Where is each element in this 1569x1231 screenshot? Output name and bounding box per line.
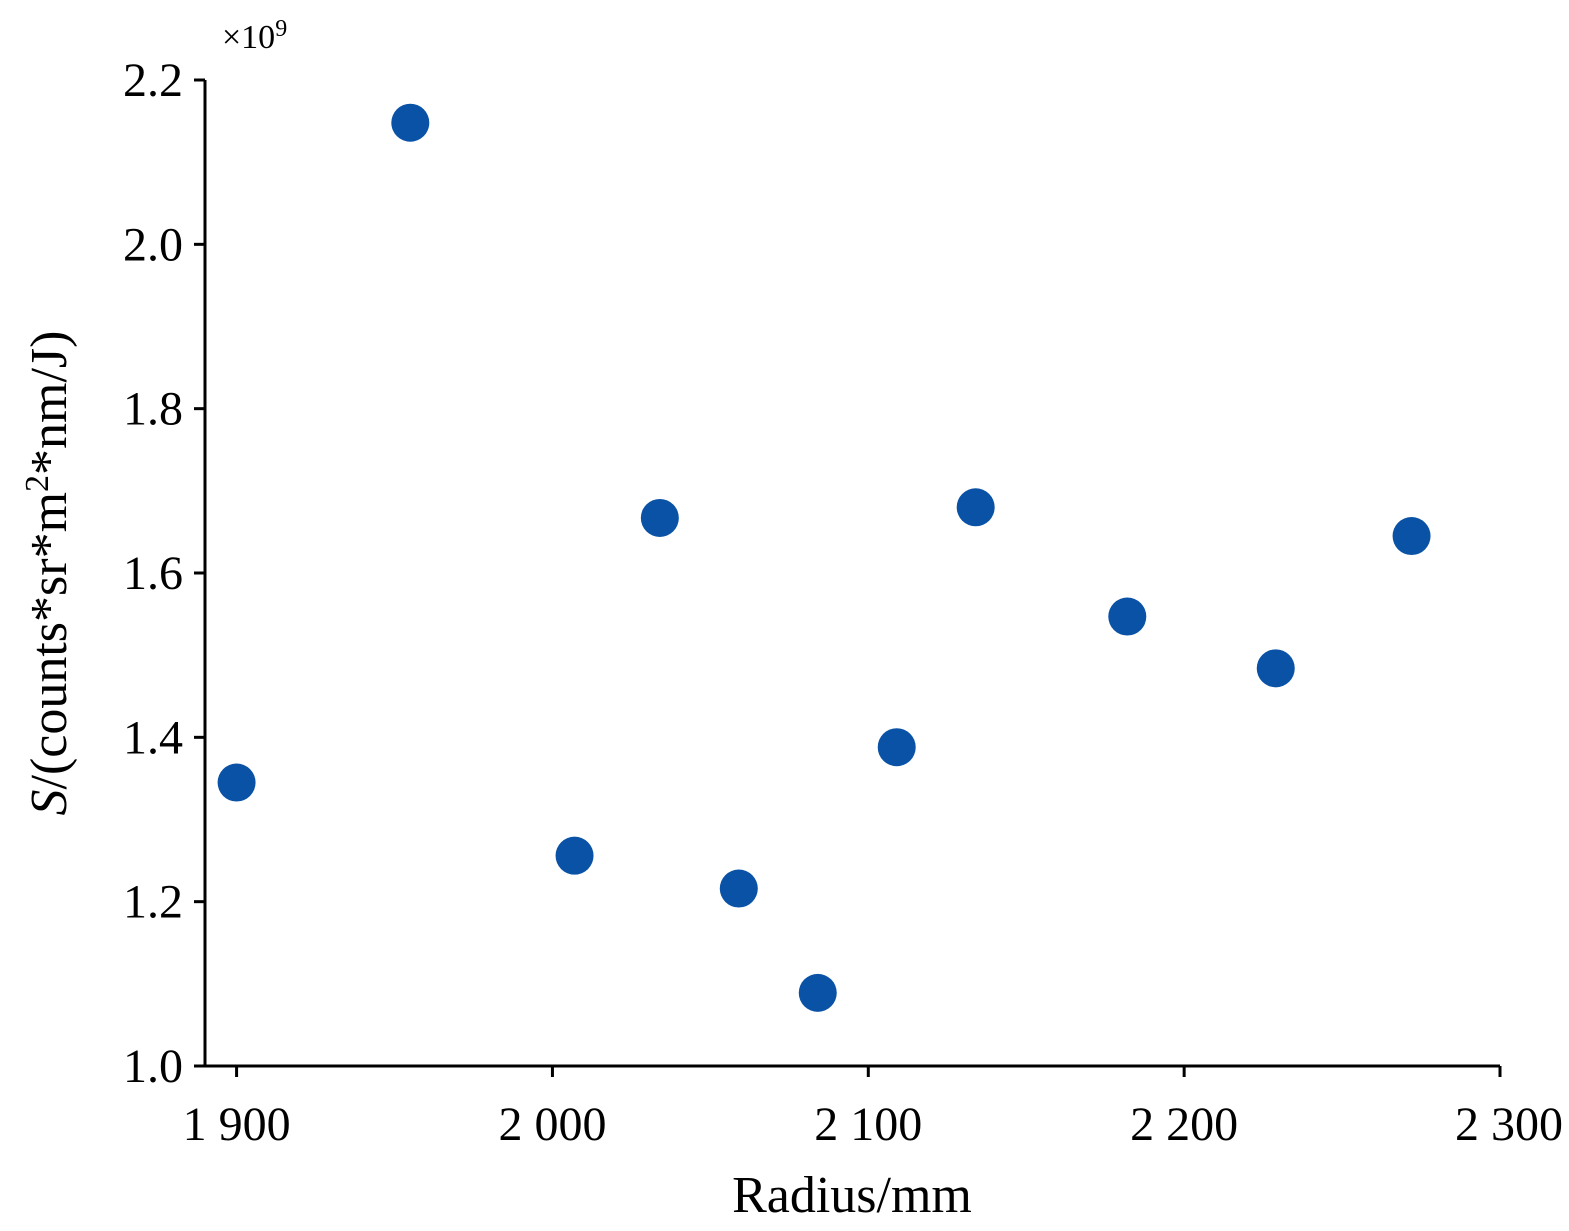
data-point: [956, 488, 995, 527]
y-axis-ticks: 1.0 1.2 1.4 1.6 1.8 2.0 2.2: [123, 54, 205, 1093]
x-tick-label: 2 000: [498, 1098, 606, 1151]
y-tick-label: 1.0: [123, 1040, 183, 1093]
data-point: [555, 836, 594, 875]
data-point: [640, 498, 679, 537]
y-axis-title-units: /(counts*sr*m: [21, 492, 78, 790]
x-tick-label: 1 900: [183, 1098, 291, 1151]
data-point: [1108, 597, 1147, 636]
y-tick-label: 2.2: [123, 54, 183, 107]
data-point: [391, 103, 430, 142]
data-point: [217, 763, 256, 802]
x-tick-label: 2 300: [1455, 1098, 1563, 1151]
y-multiplier-base: ×10: [222, 19, 275, 56]
y-axis-multiplier: ×109: [222, 16, 287, 56]
data-point: [798, 973, 837, 1012]
x-axis-ticks: 1 900 2 000 2 100 2 200 2 300: [183, 1066, 1563, 1151]
x-tick-label: 2 200: [1130, 1098, 1238, 1151]
data-points: [217, 103, 1431, 1012]
y-tick-label: 1.6: [123, 547, 183, 600]
y-tick-label: 1.2: [123, 876, 183, 929]
y-multiplier-exponent: 9: [275, 16, 287, 42]
y-tick-label: 1.4: [123, 711, 183, 764]
y-axis-title-var: S: [21, 789, 78, 815]
y-axis-title-units-end: *nm/J): [21, 331, 78, 475]
x-tick-label: 2 100: [814, 1098, 922, 1151]
data-point: [1392, 517, 1431, 556]
data-point: [1256, 649, 1295, 688]
y-axis-title: S/(counts*sr*m2*nm/J): [19, 331, 78, 816]
y-tick-label: 1.8: [123, 383, 183, 436]
y-axis-title-superscript: 2: [19, 475, 56, 492]
data-point: [877, 728, 916, 767]
y-tick-label: 2.0: [123, 218, 183, 271]
data-point: [719, 869, 758, 908]
x-axis-title: Radius/mm: [732, 1167, 972, 1224]
axes: [203, 80, 1500, 1068]
